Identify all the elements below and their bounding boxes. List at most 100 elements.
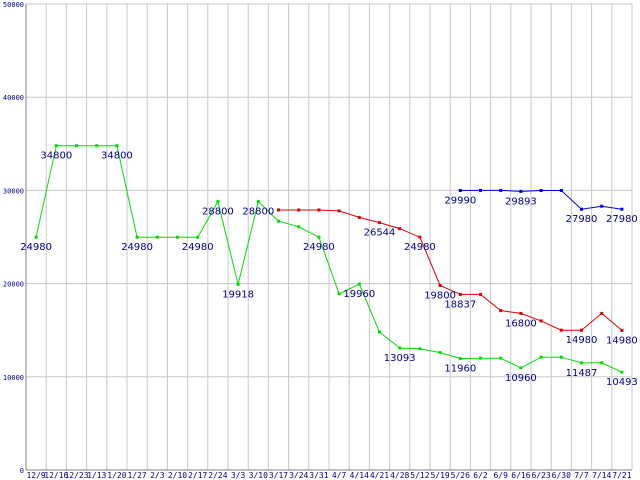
series-line-1: [278, 209, 623, 331]
data-point: [539, 319, 543, 323]
data-point: [277, 219, 280, 223]
data-point: [378, 221, 381, 225]
data-point: [297, 208, 301, 212]
data-label: 34800: [101, 151, 133, 162]
data-point: [499, 188, 503, 192]
data-point: [357, 215, 361, 219]
data-label: 10493: [606, 377, 638, 388]
data-point: [580, 328, 583, 332]
x-tick-label: 6/16: [511, 471, 530, 480]
data-label: 26544: [364, 228, 396, 239]
data-point: [317, 235, 321, 239]
data-point: [216, 200, 220, 204]
x-tick-label: 1/27: [127, 471, 146, 480]
data-point: [34, 235, 38, 239]
x-tick-label: 1/13: [87, 471, 106, 480]
data-label: 24980: [404, 242, 436, 253]
data-point: [337, 209, 341, 213]
x-tick-label: 2/24: [208, 471, 227, 480]
data-label: 34800: [40, 151, 72, 162]
data-label: 19918: [222, 289, 254, 300]
data-point: [398, 346, 402, 350]
data-point: [418, 347, 422, 351]
data-label: 16800: [505, 318, 537, 329]
data-point: [418, 235, 422, 239]
data-point: [196, 235, 200, 239]
data-point: [559, 328, 563, 332]
data-point: [580, 207, 583, 211]
x-tick-label: 12/23: [64, 471, 88, 480]
data-point: [398, 227, 402, 231]
data-point: [519, 311, 523, 315]
y-tick-label: 40000: [3, 94, 24, 102]
data-point: [499, 356, 503, 360]
data-label: 11960: [444, 364, 476, 375]
y-tick-label: 30000: [3, 187, 24, 195]
data-point: [75, 144, 78, 148]
data-point: [479, 292, 482, 296]
x-tick-label: 6/23: [531, 471, 550, 480]
data-point: [458, 357, 462, 361]
x-tick-label: 2/10: [168, 471, 187, 480]
data-point: [236, 282, 240, 286]
x-tick-label: 3/17: [269, 471, 288, 480]
x-tick-label: 6/30: [552, 471, 571, 480]
y-tick-label: 50000: [3, 1, 24, 9]
data-point: [620, 370, 624, 374]
y-tick-label: 10000: [3, 374, 24, 382]
x-tick-label: 2/17: [188, 471, 207, 480]
data-labels: 24980 34800 34800 24980 24980 28800 19918 28800…: [20, 151, 638, 389]
data-label: 14980: [606, 335, 638, 346]
data-point: [559, 355, 563, 359]
x-tick-label: 3/31: [309, 471, 328, 480]
data-point: [54, 144, 58, 148]
data-point: [438, 351, 442, 355]
data-point: [115, 144, 119, 148]
data-point: [155, 235, 159, 239]
data-point: [135, 235, 139, 239]
x-tick-label: 3/10: [249, 471, 268, 480]
data-point: [458, 292, 462, 296]
series-line-2: [460, 189, 622, 210]
data-label: 19960: [343, 289, 375, 300]
y-tick-label: 0: [20, 467, 24, 475]
x-tick-label: 6/2: [473, 471, 488, 480]
data-label: 27980: [566, 214, 598, 225]
y-tick-labels: 0 10000 20000 30000 40000 50000: [3, 1, 24, 475]
x-tick-label: 5/19: [430, 471, 449, 480]
data-point: [458, 188, 462, 192]
grid: [25, 3, 633, 471]
x-tick-label: 5/26: [451, 471, 470, 480]
data-point: [600, 204, 604, 208]
data-label: 10960: [505, 373, 537, 384]
x-tick-label: 6/9: [493, 471, 508, 480]
data-label: 29990: [444, 195, 476, 206]
data-point: [519, 366, 523, 370]
x-tick-label: 7/21: [612, 471, 631, 480]
data-point: [297, 225, 301, 229]
data-point: [438, 283, 442, 287]
data-label: 14980: [566, 335, 598, 346]
data-point: [600, 311, 604, 315]
data-point: [559, 188, 563, 192]
data-label: 18837: [444, 299, 476, 310]
data-label: 28800: [202, 207, 234, 218]
series-lines: [34, 144, 624, 374]
data-label: 13093: [384, 353, 416, 364]
data-point: [479, 188, 482, 192]
data-label: 11487: [566, 368, 598, 379]
x-tick-label: 7/14: [592, 471, 611, 480]
x-tick-label: 3/3: [231, 471, 246, 480]
data-label: 29893: [505, 196, 537, 207]
data-label: 28800: [242, 207, 274, 218]
x-tick-label: 12/16: [44, 471, 68, 480]
data-point: [256, 200, 260, 204]
data-point: [499, 309, 503, 313]
data-point: [378, 330, 381, 334]
data-label: 24980: [121, 242, 153, 253]
data-point: [317, 208, 321, 212]
data-point: [539, 188, 543, 192]
x-tick-label: 7/7: [574, 471, 589, 480]
